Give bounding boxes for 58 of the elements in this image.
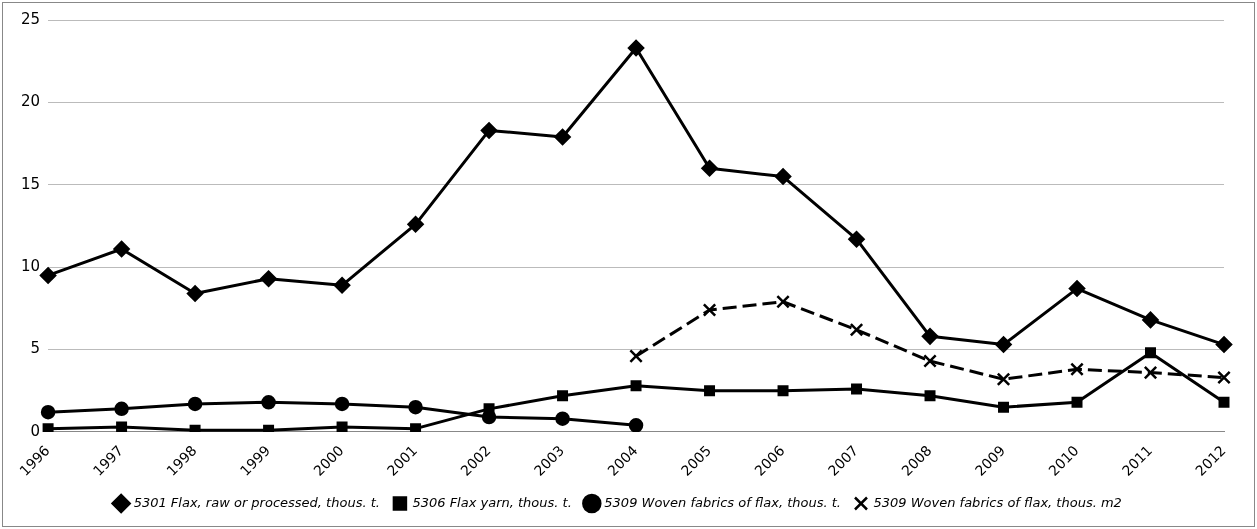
point: [116, 421, 128, 432]
point: [407, 216, 424, 233]
point: [777, 385, 789, 397]
point: [701, 160, 718, 177]
point: [1217, 370, 1231, 385]
point: [336, 421, 348, 432]
legend-label: 5301 Flax, raw or processed, thous. t.: [133, 494, 380, 510]
point: [851, 383, 863, 395]
point: [628, 418, 644, 432]
point: [554, 128, 571, 146]
point: [555, 411, 570, 426]
point: [260, 270, 277, 287]
point: [1143, 365, 1158, 380]
point: [261, 395, 276, 410]
legend-label: 5306 Flax yarn, thous. t.: [412, 494, 572, 510]
y-tick-label: 15: [20, 174, 41, 193]
point: [1068, 280, 1086, 297]
point: [186, 285, 204, 302]
point: [480, 122, 498, 139]
point: [774, 168, 792, 185]
point: [704, 385, 716, 397]
point: [627, 39, 645, 57]
point: [1071, 396, 1083, 408]
point: [849, 322, 864, 337]
point: [923, 354, 937, 368]
point: [921, 328, 939, 345]
point: [113, 240, 130, 258]
point: [630, 380, 642, 392]
point: [42, 423, 54, 432]
point: [995, 336, 1012, 353]
point: [1215, 336, 1233, 353]
point: [408, 399, 423, 415]
point: [702, 303, 717, 317]
point: [1145, 347, 1156, 359]
y-tick-label: 20: [20, 92, 41, 111]
y-tick-label: 5: [30, 339, 41, 358]
point: [998, 401, 1010, 413]
point: [776, 294, 790, 309]
y-tick-label: 25: [20, 9, 41, 28]
point: [334, 396, 350, 412]
point: [848, 230, 865, 248]
point: [924, 390, 936, 402]
legend-label: 5309 Woven fabrics of flax, thous. m2: [873, 494, 1122, 510]
point: [114, 401, 129, 417]
point: [39, 267, 57, 284]
point: [410, 423, 422, 432]
point: [187, 396, 203, 412]
y-tick-label: 0: [30, 421, 41, 440]
point: [629, 349, 643, 364]
point: [996, 372, 1011, 387]
point: [40, 404, 56, 420]
point: [1142, 311, 1159, 329]
y-tick-label: 10: [20, 257, 41, 276]
legend-label: 5309 Woven fabrics of flax, thous. t.: [604, 494, 842, 510]
point: [1218, 396, 1230, 408]
point: [1070, 362, 1084, 377]
point: [557, 390, 569, 402]
point: [333, 277, 351, 294]
